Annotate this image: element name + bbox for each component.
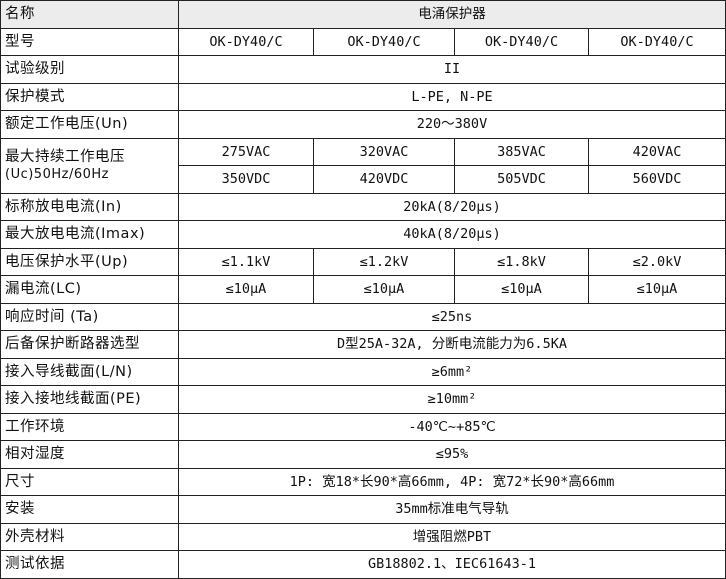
row-label: 响应时间 (Ta) bbox=[0, 302, 179, 331]
table-row-max-discharge: 最大放电电流(Imax) 40kA(8/20μs) bbox=[0, 220, 726, 249]
table-row-housing: 外壳材料 增强阻燃PBT bbox=[0, 522, 726, 551]
table-row-standard: 测试依据 GB18802.1、IEC61643-1 bbox=[0, 550, 726, 579]
cell-value: OK-DY40/C bbox=[313, 27, 455, 56]
table-row-max-continuous-ac: 最大持续工作电压 (Uc)50Hz/60Hz 275VAC 320VAC 385… bbox=[0, 137, 726, 194]
cell-value: 385VAC bbox=[454, 137, 589, 166]
cell-value: ≤10μA bbox=[313, 275, 455, 304]
row-value: ≤95% bbox=[178, 440, 726, 469]
cell-value: ≤1.8kV bbox=[454, 247, 589, 276]
table-row-wire-pe: 接入接地线截面(PE) ≥10mm² bbox=[0, 385, 726, 414]
table-row-response-time: 响应时间 (Ta) ≤25ns bbox=[0, 302, 726, 331]
table-row-mounting: 安装 35mm标准电气导轨 bbox=[0, 495, 726, 524]
row-label: 最大放电电流(Imax) bbox=[0, 220, 179, 249]
row-value: 增强阻燃PBT bbox=[178, 522, 726, 551]
row-value: D型25A-32A, 分断电流能力为6.5KA bbox=[178, 330, 726, 359]
row-label: 尺寸 bbox=[0, 467, 179, 496]
cell-value: 560VDC bbox=[588, 165, 726, 194]
row-label: 安装 bbox=[0, 495, 179, 524]
row-label: 标称放电电流(In) bbox=[0, 192, 179, 221]
row-label: 名称 bbox=[0, 0, 179, 29]
row-value: ≥6mm² bbox=[178, 357, 726, 386]
table-row-environment: 工作环境 -40℃~+85℃ bbox=[0, 412, 726, 441]
cell-value: ≤1.2kV bbox=[313, 247, 455, 276]
cell-value: OK-DY40/C bbox=[588, 27, 726, 56]
row-label: 接入接地线截面(PE) bbox=[0, 385, 179, 414]
cell-value: 420VAC bbox=[588, 137, 726, 166]
row-value: L-PE, N-PE bbox=[178, 82, 726, 111]
cell-value: ≤10μA bbox=[454, 275, 589, 304]
row-value: 220～380V bbox=[178, 110, 726, 139]
table-row-humidity: 相对湿度 ≤95% bbox=[0, 440, 726, 469]
row-value: GB18802.1、IEC61643-1 bbox=[178, 550, 726, 579]
table-row-voltage-protection: 电压保护水平(Up) ≤1.1kV ≤1.2kV ≤1.8kV ≤2.0kV bbox=[0, 247, 726, 276]
row-label: 接入导线截面(L/N) bbox=[0, 357, 179, 386]
table-row-size: 尺寸 1P: 宽18*长90*高66mm, 4P: 宽72*长90*高66mm bbox=[0, 467, 726, 496]
cell-value: OK-DY40/C bbox=[454, 27, 589, 56]
row-value: 电涌保护器 bbox=[178, 0, 726, 29]
row-label: 电压保护水平(Up) bbox=[0, 247, 179, 276]
cell-value: 320VAC bbox=[313, 137, 455, 166]
table-row-protection-mode: 保护模式 L-PE, N-PE bbox=[0, 82, 726, 111]
cell-value: 350VDC bbox=[178, 165, 314, 194]
row-label: 测试依据 bbox=[0, 550, 179, 579]
cell-value: 275VAC bbox=[178, 137, 314, 166]
row-label-line1: 最大持续工作电压 bbox=[5, 148, 125, 165]
table-row-max-continuous-dc: 350VDC 420VDC 505VDC 560VDC bbox=[1, 165, 726, 194]
cell-value: ≤10μA bbox=[178, 275, 314, 304]
row-value: 40kA(8/20μs) bbox=[178, 220, 726, 249]
table-row-nominal-discharge: 标称放电电流(In) 20kA(8/20μs) bbox=[0, 192, 726, 221]
cell-value: 505VDC bbox=[454, 165, 589, 194]
table-row-leakage: 漏电流(LC) ≤10μA ≤10μA ≤10μA ≤10μA bbox=[0, 275, 726, 304]
row-label: 相对湿度 bbox=[0, 440, 179, 469]
row-label: 型号 bbox=[0, 27, 179, 56]
row-label-line2: (Uc)50Hz/60Hz bbox=[5, 166, 109, 182]
table-row-test-class: 试验级别 II bbox=[0, 55, 726, 84]
table-row-model: 型号 OK-DY40/C OK-DY40/C OK-DY40/C OK-DY40… bbox=[0, 27, 726, 56]
cell-value: ≤1.1kV bbox=[178, 247, 314, 276]
row-label: 工作环境 bbox=[0, 412, 179, 441]
row-label: 保护模式 bbox=[0, 82, 179, 111]
table-row-rated-voltage: 额定工作电压(Un) 220～380V bbox=[0, 110, 726, 139]
row-value: ≤25ns bbox=[178, 302, 726, 331]
cell-value: ≤10μA bbox=[588, 275, 726, 304]
row-label: 漏电流(LC) bbox=[0, 275, 179, 304]
row-value: 20kA(8/20μs) bbox=[178, 192, 726, 221]
row-label: 后备保护断路器选型 bbox=[0, 330, 179, 359]
cell-value: ≤2.0kV bbox=[588, 247, 726, 276]
cell-value: OK-DY40/C bbox=[178, 27, 314, 56]
row-value: -40℃~+85℃ bbox=[178, 412, 726, 441]
row-value: ≥10mm² bbox=[178, 385, 726, 414]
row-label: 试验级别 bbox=[0, 55, 179, 84]
row-value: II bbox=[178, 55, 726, 84]
table-row-backup-breaker: 后备保护断路器选型 D型25A-32A, 分断电流能力为6.5KA bbox=[0, 330, 726, 359]
row-value: 1P: 宽18*长90*高66mm, 4P: 宽72*长90*高66mm bbox=[178, 467, 726, 496]
row-label: 额定工作电压(Un) bbox=[0, 110, 179, 139]
cell-value: 420VDC bbox=[313, 165, 455, 194]
table-row-wire-ln: 接入导线截面(L/N) ≥6mm² bbox=[0, 357, 726, 386]
row-label: 最大持续工作电压 (Uc)50Hz/60Hz bbox=[0, 137, 179, 194]
row-value: 35mm标准电气导轨 bbox=[178, 495, 726, 524]
table-row-header: 名称 电涌保护器 bbox=[0, 0, 726, 29]
row-label: 外壳材料 bbox=[0, 522, 179, 551]
